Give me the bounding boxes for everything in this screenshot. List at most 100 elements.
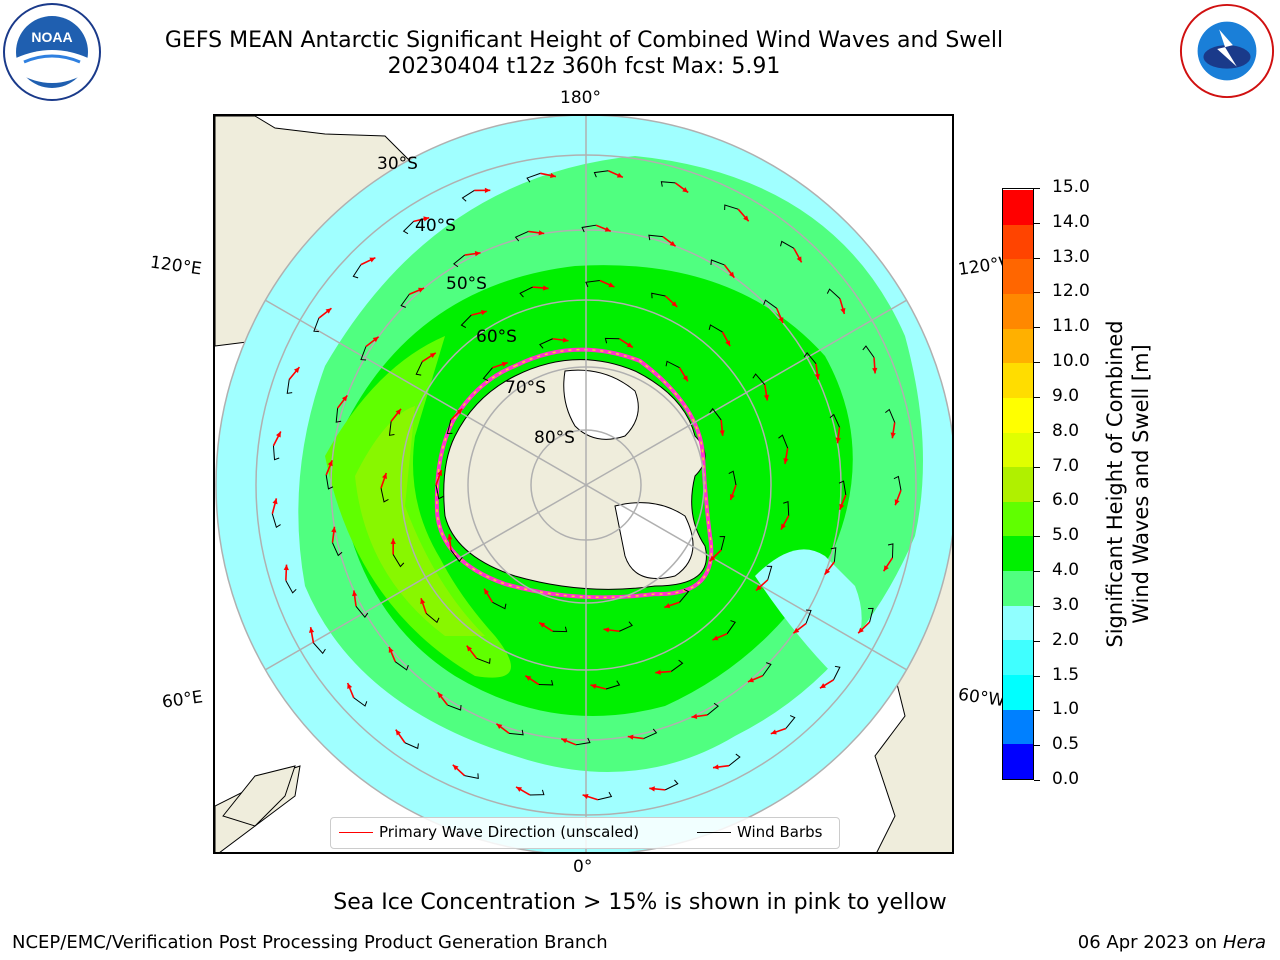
wind-barb [519,286,533,298]
wind-barb [643,728,658,739]
colorbar-tick-mark [1034,257,1040,259]
colorbar-segment [1003,675,1033,710]
colorbar-tick-mark [1034,571,1040,573]
wind-barb [826,288,841,299]
lon-label-0: 0° [573,857,593,877]
wind-barb [893,475,902,491]
wave-arrow-head [283,564,289,571]
lon-label-180: 180° [560,88,601,108]
wind-barb [862,345,875,358]
lat-label-30s: 30°S [377,154,418,174]
wave-arrow-head [682,375,688,382]
colorbar-tick-label: 13.0 [1052,246,1090,267]
colorbar-tick-mark [1034,536,1040,538]
wave-arrow-head [582,794,589,800]
wind-barb [728,753,741,767]
wave-arrow-head [655,669,661,675]
wind-barb [335,408,342,423]
wind-barbs [271,170,902,801]
wind-barb [404,742,419,750]
wind-barb [402,221,414,235]
colorbar-tick-label: 8.0 [1052,420,1080,441]
colorbar-segment [1003,605,1033,641]
colorbar [1002,188,1034,780]
wind-barb [660,181,676,187]
colorbar-tick-mark [1034,431,1040,433]
lat-label-70s: 70°S [505,378,546,398]
wave-arrow-head [604,226,611,232]
wave-arrow-head [550,172,556,179]
footer-date: 06 Apr 2023 on Hera [1078,932,1266,953]
colorbar-tick-label: 15.0 [1052,177,1090,197]
wind-barb [392,554,405,568]
wind-barb [709,407,722,421]
wave-arrow-head [516,786,523,792]
wave-arrow-head [725,340,731,347]
wave-arrow-head [713,764,719,770]
colorbar-label-line2: Wind Waves and Swell [m] [1129,344,1153,624]
wind-barb [446,419,453,435]
wind-barb [593,170,609,178]
wind-barb [394,661,409,671]
wind-barb [803,352,817,365]
wind-barb [325,474,334,490]
colorbar-tick-mark [1034,396,1040,398]
colorbar-tick-label: 6.0 [1052,490,1080,511]
wind-barb [670,659,684,672]
wave-arrow-head [729,494,735,501]
wave-arrow-head [447,534,453,540]
wind-barb [664,779,679,791]
wind-barb [415,361,423,376]
wind-barb [833,665,841,681]
wind-barb [783,500,790,516]
wave-arrow-head [452,764,459,771]
wave-arrow-head [894,499,900,506]
wind-barb [332,542,343,557]
wind-barb [575,737,591,746]
wave-arrow-head [796,256,802,263]
wave-arrow-head [590,683,597,689]
colorbar-tick-label: 4.0 [1052,560,1080,581]
wind-barb [724,204,739,211]
wave-arrow-head [275,431,281,438]
wave-arrow-head [691,713,698,719]
lat-label-60s: 60°S [476,327,517,347]
wind-barb [581,224,597,233]
colorbar-tick-mark [1034,466,1040,468]
wave-direction-arrows [271,170,902,801]
colorbar-tick-label: 12.0 [1052,281,1090,302]
wind-barb [619,621,633,632]
wave-arrow-head [858,627,864,634]
wind-barb [313,317,320,333]
wind-barb [585,279,600,288]
wave-arrow-head [743,215,749,222]
legend-wind-label: Wind Barbs [737,823,823,841]
wave-arrow-head [747,677,754,683]
colorbar-tick-label: 7.0 [1052,455,1080,476]
wind-barb [719,535,726,551]
wind-barb [805,609,812,624]
colorbar-tick-mark [1034,188,1040,189]
wave-arrow-head [793,627,800,634]
colorbar-segment [1003,536,1033,572]
map-panel[interactable]: 30°S 40°S 50°S 60°S 70°S 80°S [213,114,954,854]
nws-logo [1179,3,1275,99]
colorbar-tick-mark [1034,605,1040,607]
wave-arrow-head [272,498,278,505]
wave-arrow-head [309,627,315,633]
wave-arrow-head [669,240,676,247]
wind-barb [752,373,766,386]
wave-arrow-head [327,460,333,467]
colorbar-tick-label: 5.0 [1052,525,1080,546]
wave-arrow-head [437,692,444,699]
wind-barb [464,773,479,779]
wave-arrow-head [525,675,532,681]
wind-barb [353,697,368,707]
wind-barb [509,729,524,736]
wave-arrow-head [395,729,401,736]
wave-arrow-head [835,437,841,444]
wave-arrow-head [474,251,481,257]
wave-arrow-head [603,627,610,633]
chart-subtitle: 20230404 t12z 360h fcst Max: 5.91 [387,54,781,79]
wind-barb [400,293,410,308]
